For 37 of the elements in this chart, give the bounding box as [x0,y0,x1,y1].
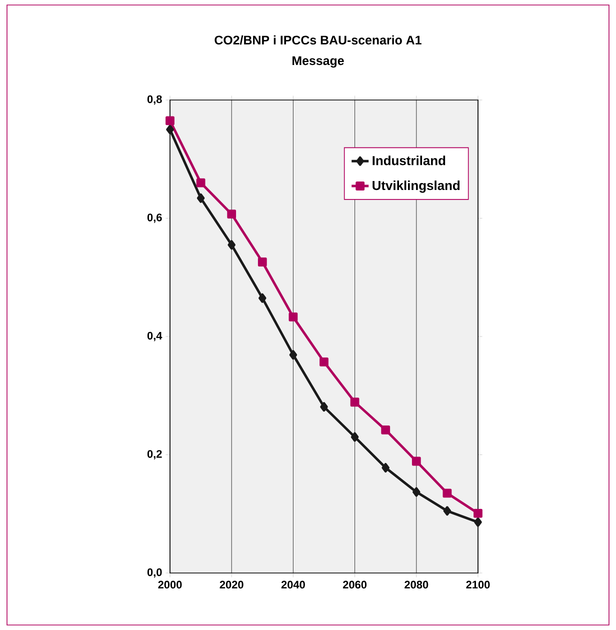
y-tick-label: 0,0 [147,568,162,578]
point [166,124,174,134]
point [288,312,298,322]
y-tick-label: 0,4 [147,332,162,342]
point [443,506,452,516]
y-tick-label: 0,8 [147,95,162,105]
x-tick-label: 2000 [158,580,182,589]
point [196,178,206,188]
point [196,193,205,203]
legend-label: Industriland [372,156,446,166]
chart-title: CO2/BNP i IPCCs BAU-scenario A1 [214,35,422,45]
x-tick-label: 2080 [404,580,428,589]
legend-label: Utviklingsland [372,180,460,193]
point [350,398,360,407]
point [381,425,390,434]
point [350,432,359,442]
point [320,357,328,366]
point [289,350,298,360]
point [442,488,452,498]
point [412,487,420,497]
x-tick-label: 2060 [342,580,367,589]
point [474,517,482,527]
y-tick-label: 0,2 [147,450,162,460]
x-tick-label: 2020 [220,580,244,589]
y-tick-label: 0,6 [147,214,162,223]
point [228,240,236,250]
point [227,210,236,219]
point [382,463,390,472]
point [474,508,482,518]
point [258,258,267,266]
point [258,293,266,303]
point [412,456,421,466]
point [166,116,174,126]
point [320,402,328,412]
x-tick-label: 2100 [466,580,490,589]
chart-subtitle: Message [292,56,344,68]
x-tick-label: 2040 [281,580,305,589]
